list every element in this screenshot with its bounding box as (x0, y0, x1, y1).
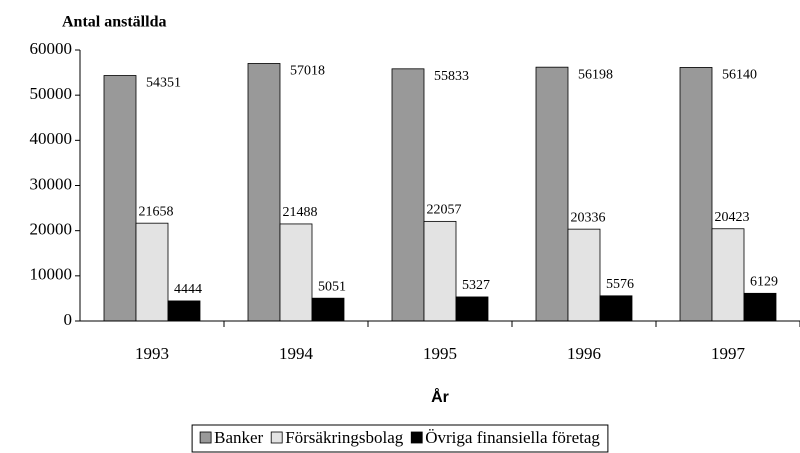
y-tick-label: 10000 (30, 265, 73, 284)
data-label: 21658 (139, 204, 174, 219)
x-tick-label: 1996 (567, 344, 601, 363)
data-label: 20336 (571, 210, 606, 225)
x-tick-label: 1994 (279, 344, 314, 363)
bar (247, 63, 281, 322)
data-label: 56198 (578, 67, 613, 82)
bar (599, 295, 633, 322)
bar (711, 228, 745, 322)
legend-label: Försäkringsbolag (285, 428, 404, 447)
bar (567, 228, 601, 322)
bar (103, 75, 137, 322)
data-label: 6129 (750, 275, 778, 290)
x-tick-label: 1995 (423, 344, 457, 363)
x-tick-label: 1997 (711, 344, 746, 363)
legend-swatch (199, 431, 212, 444)
data-label: 21488 (283, 205, 318, 220)
data-label: 57018 (290, 64, 325, 79)
y-tick-label: 0 (64, 310, 73, 329)
legend-swatch (410, 431, 423, 444)
data-label: 20423 (715, 210, 750, 225)
data-label: 5327 (462, 278, 490, 293)
bar (679, 67, 713, 322)
y-tick-label: 20000 (30, 220, 73, 239)
y-tick-label: 60000 (30, 39, 73, 58)
bar (279, 223, 313, 322)
legend (191, 424, 609, 453)
y-tick-label: 40000 (30, 129, 73, 148)
data-label: 54351 (146, 76, 181, 91)
bar (423, 220, 457, 322)
bar (535, 66, 569, 322)
bar (391, 68, 425, 322)
bar (743, 292, 777, 322)
x-tick-label: 1993 (135, 344, 169, 363)
chart-title: Antal anställda (62, 14, 166, 31)
data-label: 55833 (434, 69, 469, 84)
bar (135, 222, 169, 322)
bar (311, 297, 345, 322)
x-axis-label: År (431, 387, 449, 406)
data-label: 4444 (174, 282, 202, 297)
legend-swatch (270, 431, 283, 444)
y-tick-label: 50000 (30, 84, 73, 103)
data-label: 5051 (318, 279, 346, 294)
bar (455, 296, 489, 322)
legend-label: Övriga finansiella företag (425, 428, 600, 447)
data-label: 5576 (606, 277, 634, 292)
y-tick-label: 30000 (30, 174, 73, 193)
bar (167, 300, 201, 322)
data-label: 56140 (722, 68, 757, 83)
data-label: 22057 (427, 203, 462, 218)
legend-label: Banker (214, 428, 263, 447)
legend-items: Banker Försäkringsbolag Övriga finansiella… (199, 428, 600, 447)
